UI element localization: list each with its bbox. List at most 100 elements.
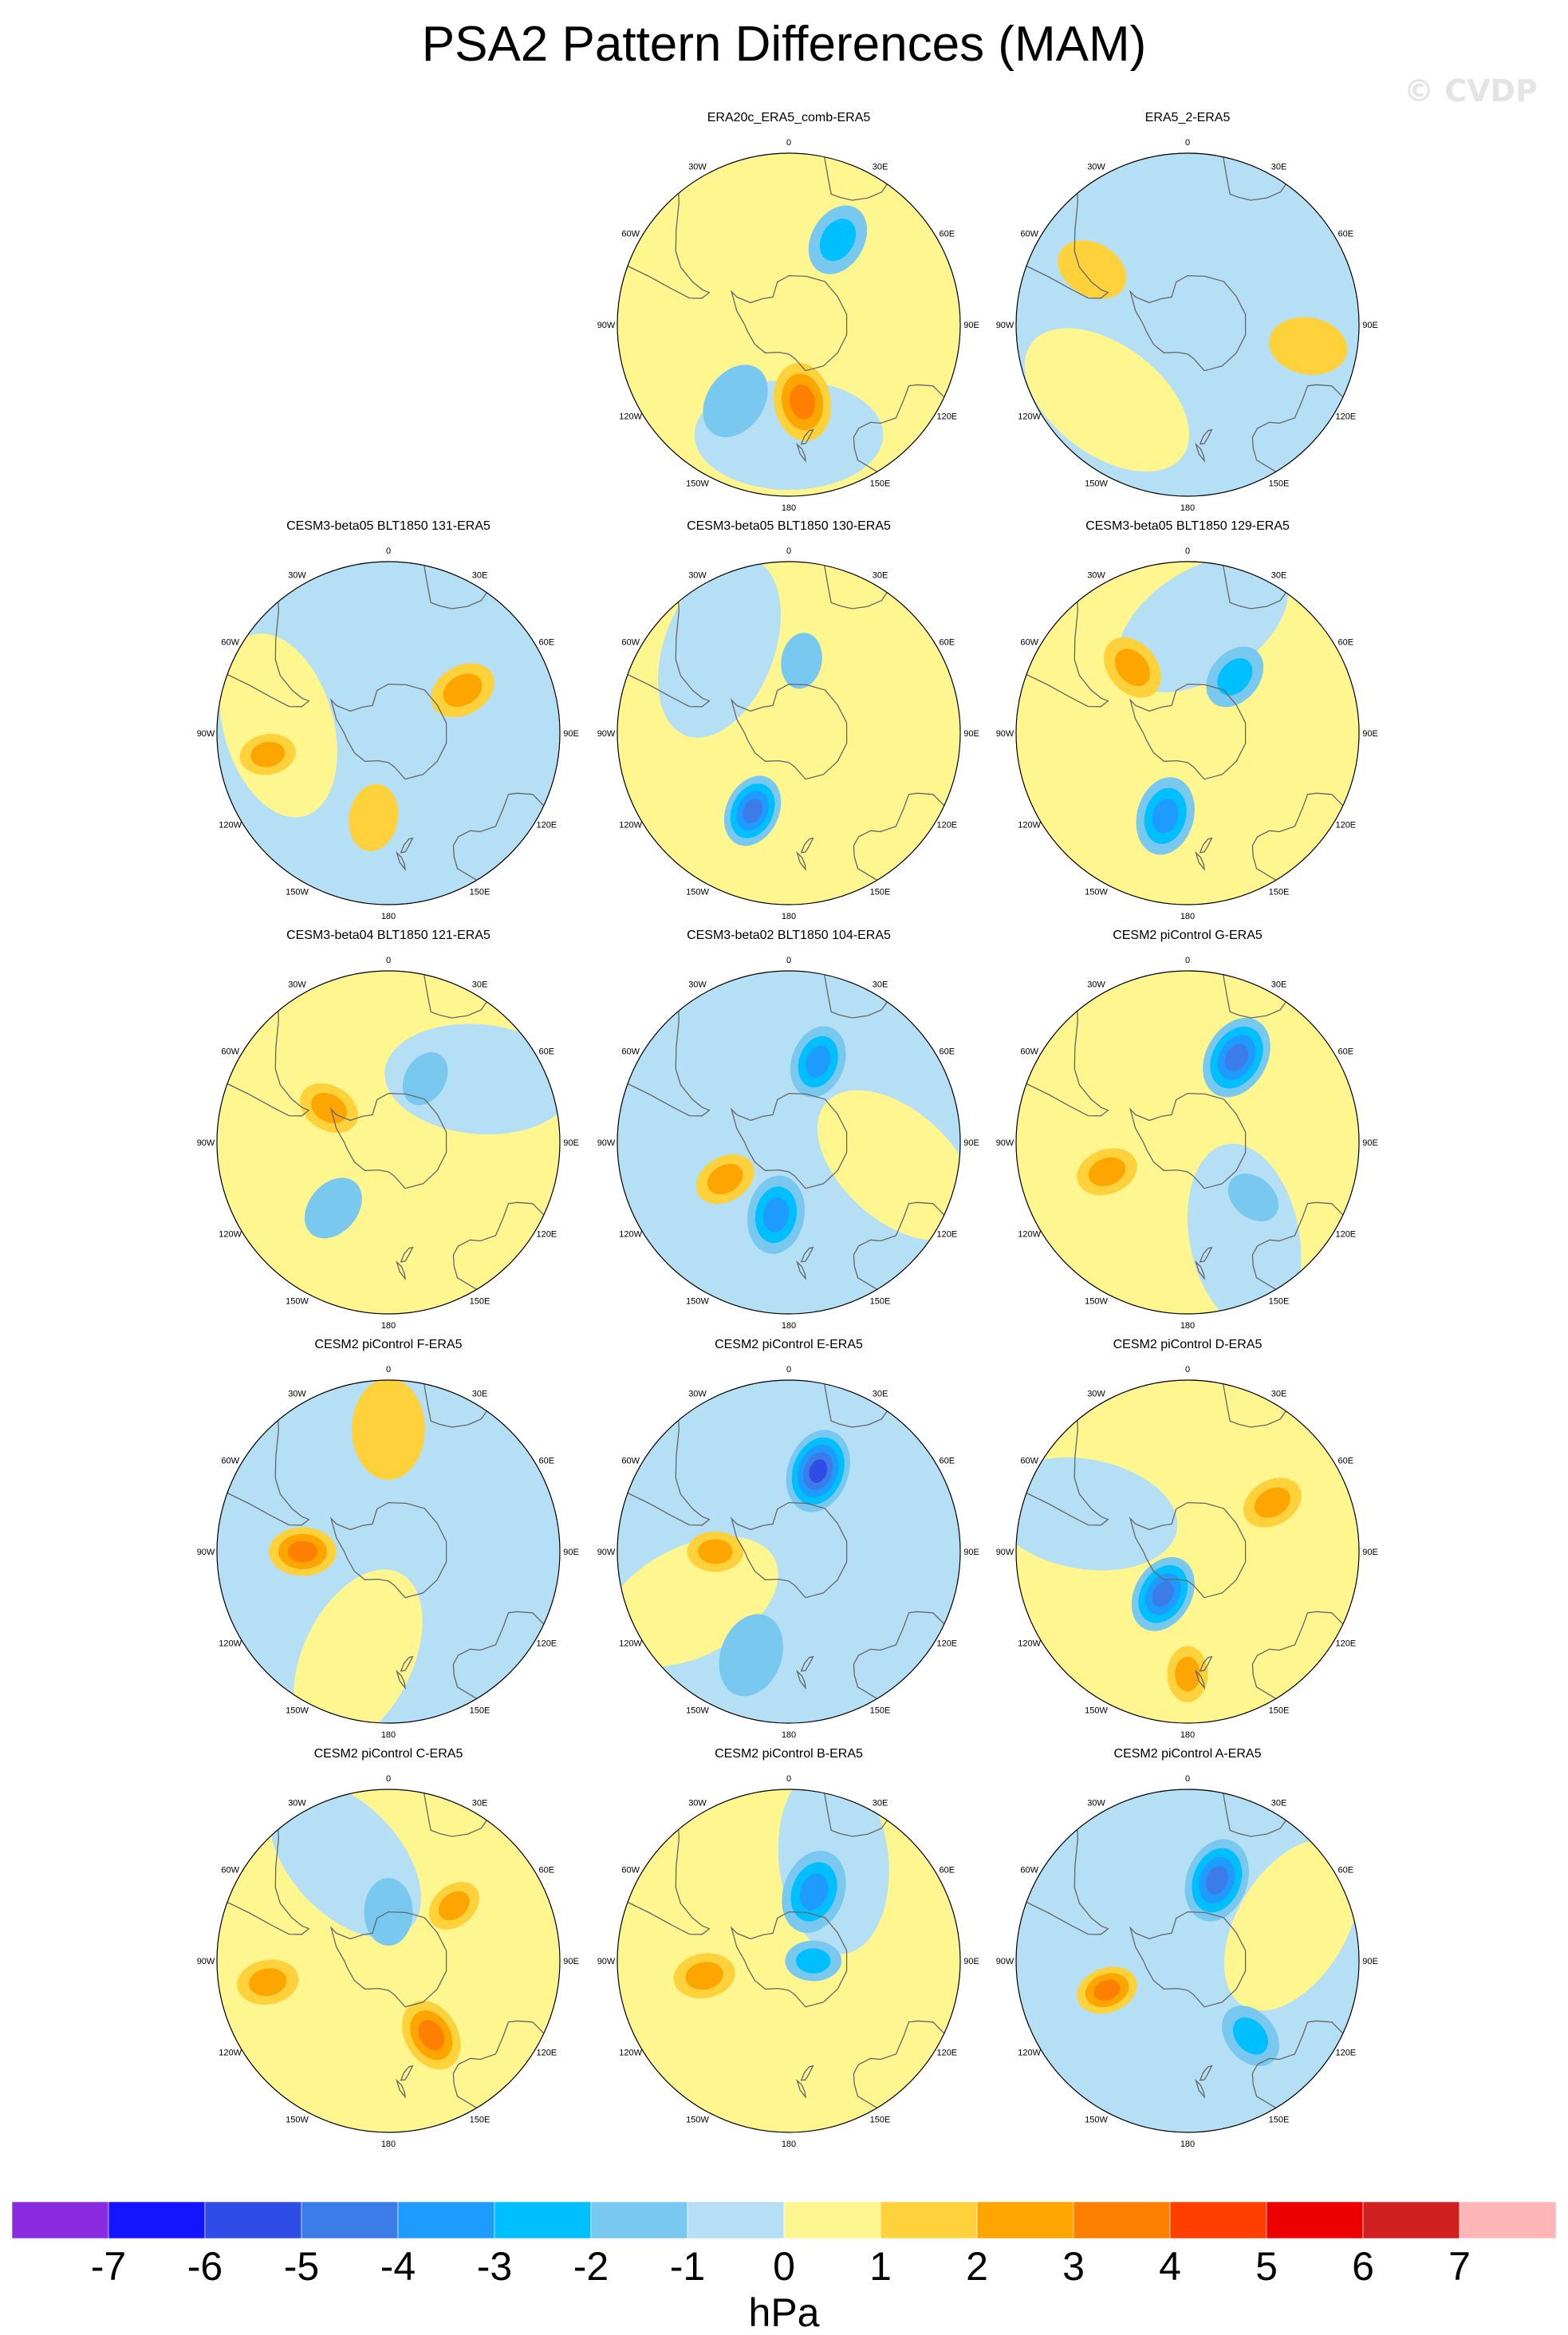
longitude-label: 180 — [782, 2140, 796, 2149]
longitude-label: 120W — [619, 1639, 642, 1649]
longitude-label: 120E — [1335, 1230, 1356, 1240]
longitude-label: 60E — [940, 230, 955, 239]
longitude-label: 120W — [219, 1639, 242, 1649]
longitude-label: 90E — [1362, 1548, 1378, 1557]
map-border — [617, 152, 961, 497]
map-panel: CESM3-beta02 BLT1850 104-ERA5 0 30E 60E 90E 1… — [597, 929, 979, 1331]
longitude-label: 120W — [1018, 821, 1041, 830]
colorbar-box — [976, 2201, 1074, 2239]
longitude-label: 120W — [619, 821, 642, 830]
longitude-label: 90E — [563, 1138, 579, 1148]
map-panel: CESM2 piControl B-ERA5 0 30E 60E 90E 120E 150E… — [597, 1747, 979, 2149]
longitude-label: 150E — [870, 2115, 891, 2124]
colorbar-tick-label: -6 — [187, 2244, 223, 2289]
longitude-label: 120E — [1335, 821, 1356, 830]
colorbar-box — [1266, 2201, 1364, 2239]
longitude-label: 150W — [1085, 887, 1108, 897]
colorbar-tick-label: 5 — [1255, 2244, 1278, 2289]
map-panel: CESM2 piControl E-ERA5 0 30E 60E 90E 120E 150E… — [597, 1338, 979, 1740]
colorbar-box — [1073, 2201, 1171, 2239]
colorbar-tick-label: -3 — [477, 2244, 512, 2289]
longitude-label: 0 — [786, 1365, 791, 1375]
panel-title: CESM2 piControl G-ERA5 — [1113, 929, 1263, 942]
longitude-label: 90W — [597, 321, 616, 330]
longitude-label: 90W — [996, 1957, 1014, 1966]
longitude-label: 150E — [1269, 887, 1290, 897]
panel-title: CESM3-beta05 BLT1850 131-ERA5 — [286, 519, 490, 533]
longitude-label: 30W — [1087, 1390, 1105, 1399]
longitude-label: 30E — [873, 1390, 888, 1399]
longitude-label: 150W — [286, 1706, 309, 1715]
longitude-label: 90E — [1362, 321, 1378, 330]
longitude-label: 180 — [782, 503, 796, 513]
longitude-label: 30E — [873, 980, 888, 990]
map-panel: CESM2 piControl A-ERA5 0 30E 60E 90E 120E 150E… — [996, 1747, 1378, 2149]
panel-title: CESM2 piControl B-ERA5 — [715, 1747, 863, 1761]
colorbar-tick-label: 4 — [1159, 2244, 1181, 2289]
colorbar-tick-label: -1 — [670, 2244, 705, 2289]
colorbar-box — [108, 2201, 206, 2239]
longitude-label: 60W — [221, 638, 239, 648]
panel-title: ERA5_2-ERA5 — [1145, 111, 1231, 124]
longitude-label: 0 — [1185, 956, 1190, 965]
longitude-label: 120E — [936, 1639, 957, 1649]
longitude-label: 0 — [1185, 546, 1190, 556]
colorbar-tick-label: 7 — [1448, 2244, 1471, 2289]
longitude-label: 0 — [786, 138, 791, 148]
longitude-label: 30W — [688, 163, 707, 172]
longitude-label: 150E — [870, 1296, 891, 1306]
map-border — [216, 561, 561, 905]
map-border — [216, 970, 561, 1315]
colorbar-tick-label: 6 — [1352, 2244, 1374, 2289]
longitude-label: 90E — [963, 1957, 979, 1966]
longitude-label: 90W — [996, 1548, 1014, 1557]
map-border — [617, 561, 961, 905]
map-border — [216, 1789, 561, 2133]
longitude-label: 30E — [873, 1799, 888, 1808]
longitude-label: 120W — [619, 412, 642, 422]
longitude-label: 90W — [597, 1957, 616, 1966]
longitude-label: 90E — [1362, 729, 1378, 739]
longitude-label: 90W — [197, 1957, 215, 1966]
longitude-label: 30W — [288, 1799, 306, 1808]
longitude-label: 90E — [963, 1548, 979, 1557]
longitude-label: 30E — [1271, 571, 1287, 581]
longitude-label: 120W — [619, 2049, 642, 2058]
longitude-label: 0 — [1185, 1365, 1190, 1375]
longitude-label: 150W — [286, 2115, 309, 2124]
longitude-label: 30E — [1271, 163, 1287, 172]
longitude-label: 60W — [221, 1047, 239, 1057]
longitude-label: 90W — [597, 1138, 616, 1148]
longitude-label: 60W — [1020, 638, 1038, 648]
longitude-label: 60W — [1020, 230, 1038, 239]
longitude-label: 30W — [288, 980, 306, 990]
longitude-label: 30W — [688, 571, 707, 581]
longitude-label: 60W — [621, 1047, 640, 1057]
longitude-label: 150W — [1085, 2115, 1108, 2124]
longitude-label: 180 — [381, 2140, 396, 2149]
colorbar-box — [494, 2201, 592, 2239]
longitude-label: 90W — [996, 1138, 1014, 1148]
longitude-label: 0 — [1185, 1774, 1190, 1784]
longitude-label: 0 — [1185, 138, 1190, 148]
longitude-label: 90E — [563, 729, 579, 739]
longitude-label: 30W — [1087, 163, 1105, 172]
longitude-label: 150E — [870, 1706, 891, 1715]
colorbar-box — [397, 2201, 495, 2239]
longitude-label: 60E — [940, 1866, 955, 1875]
longitude-label: 150E — [1269, 1296, 1290, 1306]
longitude-label: 120E — [1335, 1639, 1356, 1649]
longitude-label: 30W — [288, 571, 306, 581]
longitude-label: 90E — [563, 1548, 579, 1557]
longitude-label: 120E — [936, 821, 957, 830]
colorbar-unit-label: hPa — [749, 2290, 820, 2335]
longitude-label: 150W — [286, 1296, 309, 1306]
longitude-label: 90W — [197, 1138, 215, 1148]
longitude-label: 30W — [688, 980, 707, 990]
longitude-label: 180 — [782, 912, 796, 921]
panel-title: CESM2 piControl A-ERA5 — [1114, 1747, 1262, 1761]
longitude-label: 30E — [873, 571, 888, 581]
longitude-label: 60E — [940, 1457, 955, 1466]
longitude-label: 0 — [386, 1774, 391, 1784]
